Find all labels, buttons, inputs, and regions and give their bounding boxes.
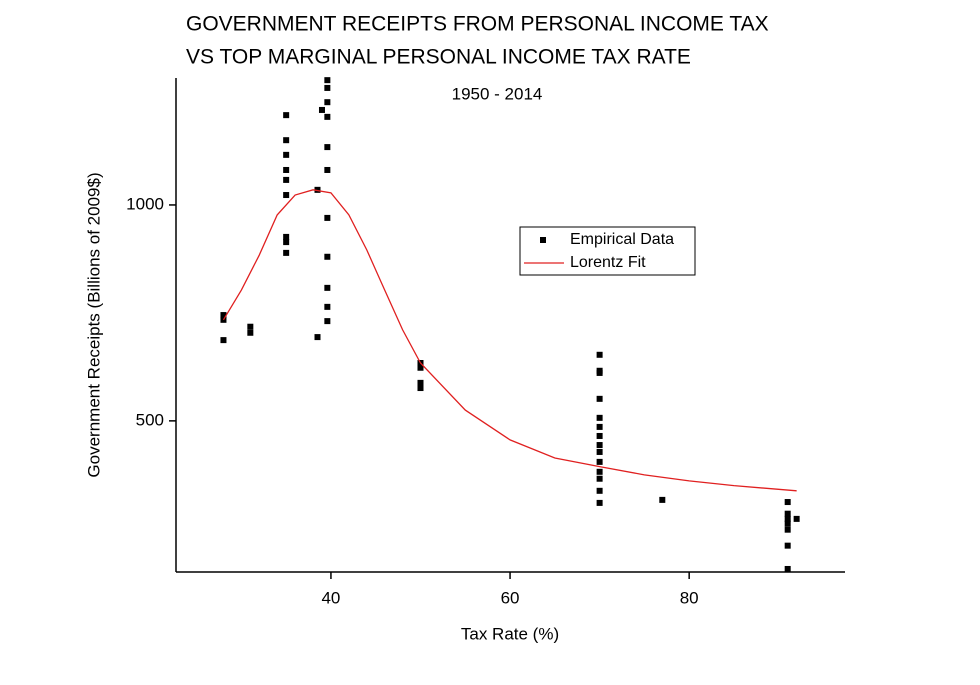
scatter-point xyxy=(596,442,603,449)
scatter-point xyxy=(596,448,603,455)
scatter-point xyxy=(324,303,331,310)
scatter-point xyxy=(324,318,331,325)
scatter-point xyxy=(324,144,331,151)
scatter-point xyxy=(324,77,331,84)
scatter-point xyxy=(784,520,791,527)
scatter-point xyxy=(318,106,325,113)
scatter-point xyxy=(283,233,290,240)
scatter-point xyxy=(784,542,791,549)
scatter-point xyxy=(596,351,603,358)
scatter-point xyxy=(324,113,331,120)
scatter-point xyxy=(596,458,603,465)
scatter-point xyxy=(283,166,290,173)
y-tick-label: 1000 xyxy=(126,194,164,213)
scatter-point xyxy=(417,379,424,386)
scatter-point xyxy=(220,337,227,344)
chart-title: VS TOP MARGINAL PERSONAL INCOME TAX RATE xyxy=(186,46,691,69)
x-axis-label: Tax Rate (%) xyxy=(461,624,559,643)
scatter-point xyxy=(314,334,321,341)
scatter-point xyxy=(220,312,227,319)
x-tick-label: 40 xyxy=(321,588,340,607)
scatter-point xyxy=(793,515,800,522)
legend-marker xyxy=(540,237,546,243)
scatter-point xyxy=(596,475,603,482)
y-tick-label: 500 xyxy=(136,410,164,429)
scatter-point xyxy=(283,249,290,256)
scatter-point xyxy=(417,364,424,371)
scatter-point xyxy=(659,496,666,503)
scatter-point xyxy=(324,166,331,173)
scatter-point xyxy=(283,239,290,246)
scatter-point xyxy=(283,151,290,158)
legend-label: Empirical Data xyxy=(570,231,674,248)
scatter-point xyxy=(283,192,290,199)
chart-title: GOVERNMENT RECEIPTS FROM PERSONAL INCOME… xyxy=(186,13,769,36)
scatter-point xyxy=(283,176,290,183)
scatter-point xyxy=(324,284,331,291)
scatter-point xyxy=(784,515,791,522)
legend-label: Lorentz Fit xyxy=(570,254,646,271)
y-axis-label: Government Receipts (Billions of 2009$) xyxy=(84,172,103,477)
scatter-point xyxy=(784,510,791,517)
scatter-point xyxy=(784,526,791,533)
scatter-point xyxy=(283,137,290,144)
scatter-point xyxy=(596,468,603,475)
scatter-point xyxy=(596,395,603,402)
scatter-point xyxy=(596,369,603,376)
scatter-point xyxy=(596,414,603,421)
scatter-point xyxy=(314,186,321,193)
scatter-point xyxy=(247,323,254,330)
scatter-point xyxy=(324,214,331,221)
fit-line xyxy=(222,189,797,492)
scatter-point xyxy=(247,329,254,336)
scatter-point xyxy=(324,99,331,106)
scatter-point xyxy=(324,253,331,260)
scatter-point xyxy=(784,565,791,572)
scatter-point xyxy=(596,432,603,439)
x-tick-label: 60 xyxy=(501,588,520,607)
scatter-point xyxy=(596,487,603,494)
scatter-point xyxy=(596,499,603,506)
scatter-point xyxy=(324,84,331,91)
scatter-point xyxy=(596,423,603,430)
chart-subtitle: 1950 - 2014 xyxy=(452,84,543,103)
scatter-point xyxy=(283,112,290,119)
scatter-point xyxy=(417,385,424,392)
x-tick-label: 80 xyxy=(680,588,699,607)
scatter-point xyxy=(784,499,791,506)
legend-box xyxy=(519,226,696,276)
